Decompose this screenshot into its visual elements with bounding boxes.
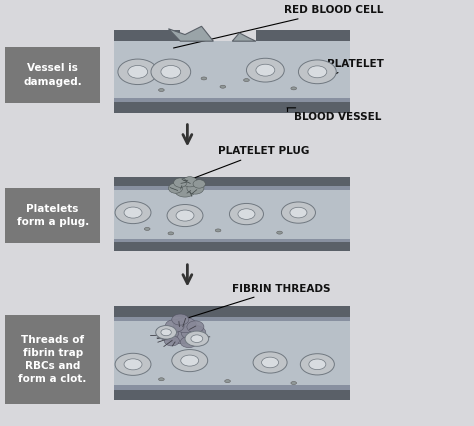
Ellipse shape bbox=[291, 382, 297, 385]
Ellipse shape bbox=[176, 210, 194, 221]
Ellipse shape bbox=[308, 66, 327, 78]
Ellipse shape bbox=[128, 66, 148, 78]
Ellipse shape bbox=[181, 325, 206, 340]
Ellipse shape bbox=[172, 314, 189, 325]
Ellipse shape bbox=[185, 331, 209, 346]
Ellipse shape bbox=[145, 227, 150, 230]
FancyBboxPatch shape bbox=[114, 98, 350, 102]
FancyBboxPatch shape bbox=[114, 389, 350, 400]
FancyBboxPatch shape bbox=[5, 187, 100, 243]
Text: Threads of
fibrin trap
RBCs and
form a clot.: Threads of fibrin trap RBCs and form a c… bbox=[18, 335, 87, 384]
Ellipse shape bbox=[244, 79, 249, 82]
Ellipse shape bbox=[166, 325, 194, 344]
Ellipse shape bbox=[158, 378, 164, 381]
Ellipse shape bbox=[156, 325, 176, 339]
FancyBboxPatch shape bbox=[114, 30, 180, 41]
Ellipse shape bbox=[167, 204, 203, 227]
Ellipse shape bbox=[158, 89, 164, 92]
Ellipse shape bbox=[161, 66, 181, 78]
Ellipse shape bbox=[191, 335, 203, 343]
Ellipse shape bbox=[165, 320, 184, 332]
Ellipse shape bbox=[124, 207, 142, 218]
Ellipse shape bbox=[215, 229, 221, 232]
Ellipse shape bbox=[290, 207, 307, 218]
Ellipse shape bbox=[187, 182, 204, 194]
Ellipse shape bbox=[201, 77, 207, 80]
Text: BLOOD VESSEL: BLOOD VESSEL bbox=[294, 112, 381, 121]
FancyBboxPatch shape bbox=[114, 41, 350, 102]
Ellipse shape bbox=[256, 64, 275, 76]
Ellipse shape bbox=[124, 359, 142, 370]
Ellipse shape bbox=[253, 352, 287, 373]
FancyBboxPatch shape bbox=[114, 186, 350, 190]
Text: Vessel is
damaged.: Vessel is damaged. bbox=[23, 63, 82, 86]
FancyBboxPatch shape bbox=[114, 242, 350, 251]
Ellipse shape bbox=[299, 60, 336, 83]
Ellipse shape bbox=[174, 184, 195, 197]
Ellipse shape bbox=[182, 177, 197, 187]
Text: PLATELET: PLATELET bbox=[327, 58, 383, 77]
Ellipse shape bbox=[172, 350, 208, 371]
FancyBboxPatch shape bbox=[114, 317, 350, 389]
Text: FIBRIN THREADS: FIBRIN THREADS bbox=[185, 284, 331, 319]
Ellipse shape bbox=[282, 202, 316, 223]
FancyBboxPatch shape bbox=[114, 186, 350, 242]
Text: PLATELET PLUG: PLATELET PLUG bbox=[192, 147, 310, 178]
Ellipse shape bbox=[238, 209, 255, 219]
Ellipse shape bbox=[173, 178, 187, 187]
FancyBboxPatch shape bbox=[256, 30, 350, 41]
Ellipse shape bbox=[309, 359, 326, 370]
Ellipse shape bbox=[161, 329, 171, 336]
Polygon shape bbox=[232, 33, 256, 41]
FancyBboxPatch shape bbox=[114, 177, 350, 186]
Ellipse shape bbox=[157, 327, 178, 340]
Ellipse shape bbox=[164, 336, 179, 346]
FancyBboxPatch shape bbox=[5, 315, 100, 404]
Ellipse shape bbox=[193, 180, 205, 188]
Ellipse shape bbox=[151, 59, 191, 84]
Polygon shape bbox=[168, 26, 213, 41]
Ellipse shape bbox=[229, 204, 264, 225]
Ellipse shape bbox=[291, 87, 297, 90]
Text: Platelets
form a plug.: Platelets form a plug. bbox=[17, 204, 89, 227]
FancyBboxPatch shape bbox=[5, 47, 100, 103]
Ellipse shape bbox=[187, 321, 204, 333]
Ellipse shape bbox=[301, 354, 334, 375]
FancyBboxPatch shape bbox=[114, 102, 350, 113]
Ellipse shape bbox=[246, 58, 284, 82]
Ellipse shape bbox=[115, 201, 151, 224]
Text: RED BLOOD CELL: RED BLOOD CELL bbox=[173, 6, 383, 48]
Ellipse shape bbox=[173, 317, 196, 333]
FancyBboxPatch shape bbox=[114, 306, 350, 317]
FancyBboxPatch shape bbox=[114, 239, 350, 242]
Ellipse shape bbox=[118, 59, 157, 84]
Ellipse shape bbox=[181, 355, 199, 366]
Ellipse shape bbox=[262, 357, 279, 368]
FancyBboxPatch shape bbox=[114, 317, 350, 321]
Ellipse shape bbox=[220, 85, 226, 88]
Ellipse shape bbox=[115, 353, 151, 375]
FancyBboxPatch shape bbox=[114, 385, 350, 389]
Ellipse shape bbox=[277, 231, 283, 234]
Ellipse shape bbox=[180, 337, 197, 348]
Ellipse shape bbox=[168, 183, 182, 193]
Ellipse shape bbox=[168, 232, 173, 235]
Ellipse shape bbox=[225, 380, 230, 383]
